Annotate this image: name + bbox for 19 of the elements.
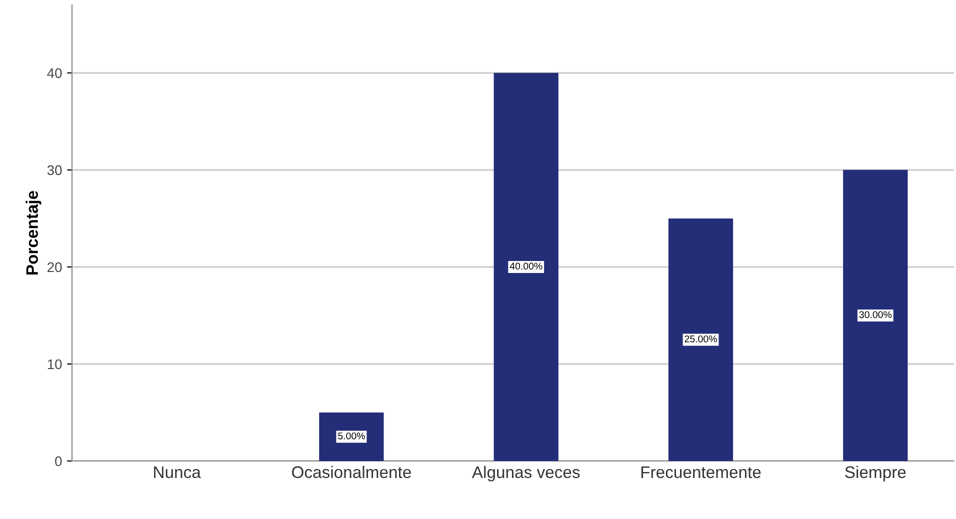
data-label: 40.00% [510, 262, 542, 270]
y-tick-label: 0 [55, 456, 62, 466]
x-tick-label: Algunas veces [472, 466, 580, 482]
x-tick-label: Ocasionalmente [292, 466, 411, 478]
y-tick-label: 40 [47, 68, 62, 78]
bar [494, 72, 558, 461]
data-label: 30.00% [859, 311, 892, 318]
y-axis-title: Porcentaje [26, 190, 42, 274]
bar [668, 218, 734, 461]
bar [843, 170, 908, 461]
y-tick-label: 30 [47, 165, 62, 176]
y-tick-label: 20 [48, 262, 62, 272]
x-tick-label: Nunca [154, 466, 201, 478]
data-label: 25.00% [684, 335, 717, 342]
x-tick-label: Siempre [845, 466, 906, 482]
data-label: 5.00% [338, 432, 365, 440]
x-tick-label: Frecuentemente [641, 466, 761, 478]
bar [319, 412, 384, 461]
y-tick-label: 10 [48, 359, 62, 370]
